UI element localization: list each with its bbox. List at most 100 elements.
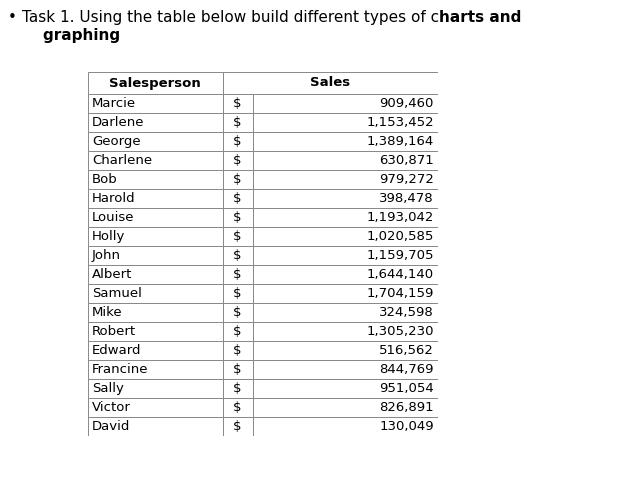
Bar bbox=[253, 94, 438, 113]
Text: 516,562: 516,562 bbox=[379, 344, 434, 357]
Text: 1,020,585: 1,020,585 bbox=[367, 230, 434, 243]
Text: John: John bbox=[92, 249, 121, 262]
Bar bbox=[88, 113, 223, 132]
Text: 130,049: 130,049 bbox=[380, 420, 434, 433]
Bar bbox=[253, 113, 438, 132]
Bar bbox=[88, 246, 223, 265]
Text: Salesperson: Salesperson bbox=[109, 76, 201, 89]
Bar bbox=[223, 132, 253, 151]
Text: Bob: Bob bbox=[92, 173, 118, 186]
Text: Darlene: Darlene bbox=[92, 116, 145, 129]
Text: $: $ bbox=[234, 173, 242, 186]
Bar bbox=[223, 284, 253, 303]
Bar bbox=[223, 341, 253, 360]
Text: $: $ bbox=[234, 420, 242, 433]
Text: Sales: Sales bbox=[310, 76, 351, 89]
Bar bbox=[223, 379, 253, 398]
Text: •: • bbox=[8, 10, 17, 25]
Bar bbox=[253, 379, 438, 398]
Bar bbox=[223, 113, 253, 132]
Bar bbox=[253, 208, 438, 227]
Bar bbox=[253, 151, 438, 170]
Text: $: $ bbox=[234, 230, 242, 243]
Text: Robert: Robert bbox=[92, 325, 136, 338]
Bar bbox=[223, 151, 253, 170]
Text: Harold: Harold bbox=[92, 192, 136, 205]
Text: $: $ bbox=[234, 344, 242, 357]
Text: Louise: Louise bbox=[92, 211, 134, 224]
Bar bbox=[253, 341, 438, 360]
Bar bbox=[88, 94, 223, 113]
Bar bbox=[223, 227, 253, 246]
Bar bbox=[223, 303, 253, 322]
Bar bbox=[253, 398, 438, 417]
Bar bbox=[88, 208, 223, 227]
Text: graphing: graphing bbox=[22, 28, 120, 43]
Bar bbox=[88, 379, 223, 398]
Text: Francine: Francine bbox=[92, 363, 148, 376]
Text: 826,891: 826,891 bbox=[380, 401, 434, 414]
Text: George: George bbox=[92, 135, 141, 148]
Text: $: $ bbox=[234, 97, 242, 110]
Bar bbox=[88, 303, 223, 322]
Bar bbox=[88, 284, 223, 303]
Text: $: $ bbox=[234, 268, 242, 281]
Bar bbox=[88, 360, 223, 379]
Text: $: $ bbox=[234, 192, 242, 205]
Text: 1,193,042: 1,193,042 bbox=[367, 211, 434, 224]
Bar bbox=[253, 417, 438, 436]
Text: Edward: Edward bbox=[92, 344, 141, 357]
Bar bbox=[223, 417, 253, 436]
Bar bbox=[253, 227, 438, 246]
Bar bbox=[88, 189, 223, 208]
Bar bbox=[223, 208, 253, 227]
Text: 979,272: 979,272 bbox=[379, 173, 434, 186]
Bar bbox=[253, 360, 438, 379]
Bar bbox=[253, 284, 438, 303]
Bar bbox=[253, 189, 438, 208]
Text: 398,478: 398,478 bbox=[380, 192, 434, 205]
Text: $: $ bbox=[234, 211, 242, 224]
Text: 1,305,230: 1,305,230 bbox=[367, 325, 434, 338]
Bar bbox=[88, 341, 223, 360]
Text: $: $ bbox=[234, 249, 242, 262]
Text: Holly: Holly bbox=[92, 230, 125, 243]
Text: Victor: Victor bbox=[92, 401, 131, 414]
Bar bbox=[223, 398, 253, 417]
Bar bbox=[223, 94, 253, 113]
Text: $: $ bbox=[234, 154, 242, 167]
Bar bbox=[88, 170, 223, 189]
Bar bbox=[223, 189, 253, 208]
Text: Albert: Albert bbox=[92, 268, 132, 281]
Bar bbox=[88, 265, 223, 284]
Text: Marcie: Marcie bbox=[92, 97, 136, 110]
Text: $: $ bbox=[234, 382, 242, 395]
Text: $: $ bbox=[234, 401, 242, 414]
Bar bbox=[88, 132, 223, 151]
Bar bbox=[223, 265, 253, 284]
Text: 1,389,164: 1,389,164 bbox=[367, 135, 434, 148]
Bar bbox=[253, 265, 438, 284]
Bar bbox=[253, 132, 438, 151]
Bar bbox=[223, 360, 253, 379]
Text: $: $ bbox=[234, 116, 242, 129]
Text: Sally: Sally bbox=[92, 382, 124, 395]
Text: $: $ bbox=[234, 306, 242, 319]
Bar bbox=[223, 170, 253, 189]
Bar bbox=[223, 322, 253, 341]
Text: 1,153,452: 1,153,452 bbox=[366, 116, 434, 129]
Text: 844,769: 844,769 bbox=[380, 363, 434, 376]
Text: 951,054: 951,054 bbox=[380, 382, 434, 395]
Bar bbox=[88, 227, 223, 246]
Text: 1,704,159: 1,704,159 bbox=[367, 287, 434, 300]
Text: Mike: Mike bbox=[92, 306, 123, 319]
Text: $: $ bbox=[234, 325, 242, 338]
Bar bbox=[88, 417, 223, 436]
Text: $: $ bbox=[234, 135, 242, 148]
Bar bbox=[88, 322, 223, 341]
Bar bbox=[223, 72, 438, 94]
Text: David: David bbox=[92, 420, 131, 433]
Text: 324,598: 324,598 bbox=[380, 306, 434, 319]
Bar bbox=[253, 322, 438, 341]
Text: Samuel: Samuel bbox=[92, 287, 142, 300]
